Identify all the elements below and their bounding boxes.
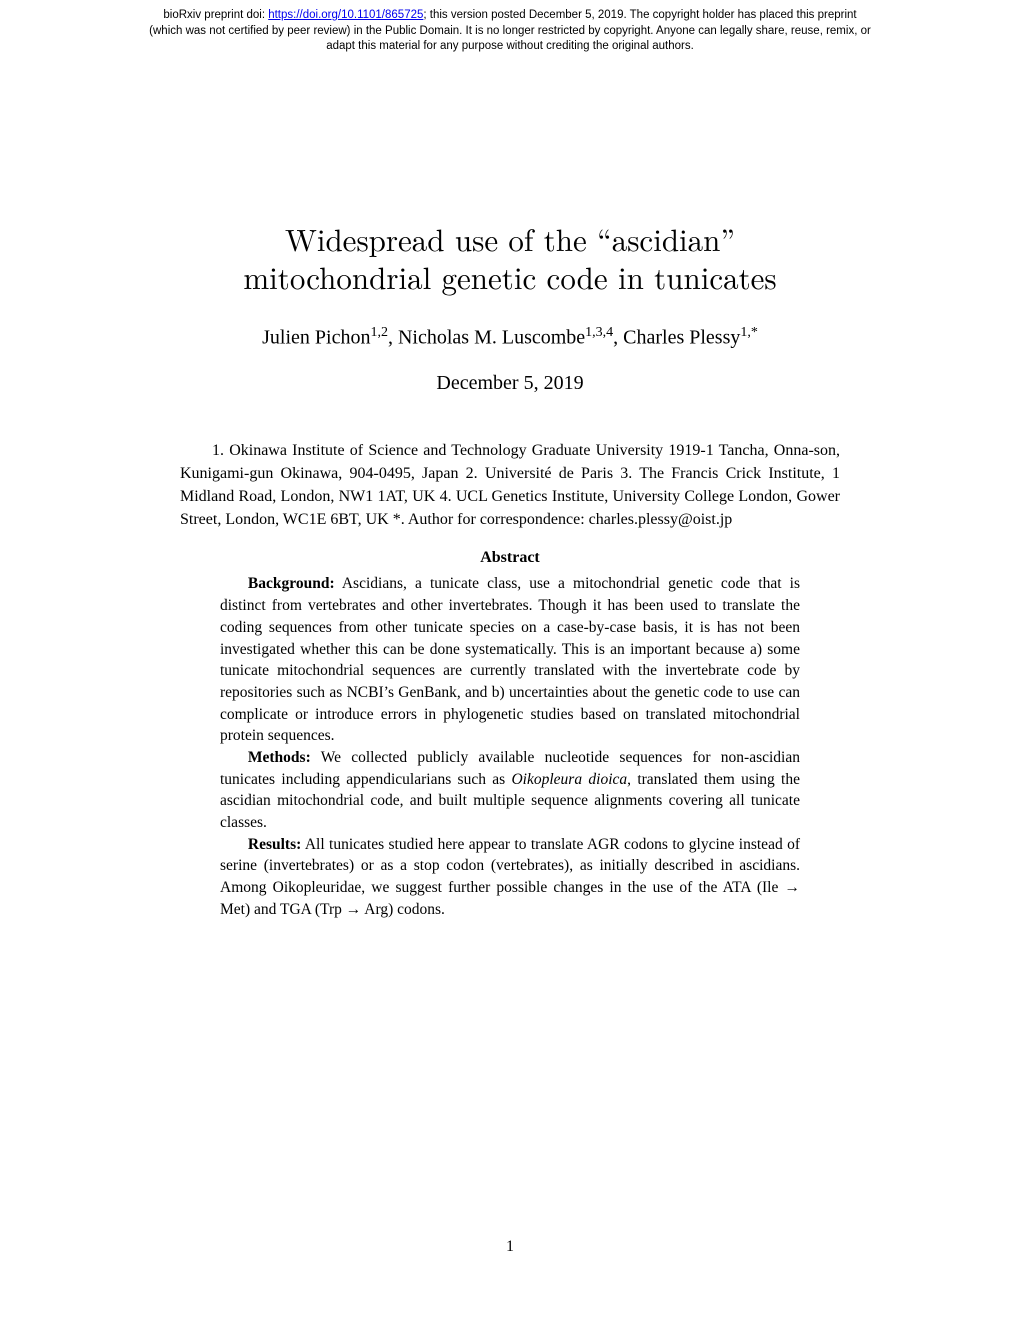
results-text-c: Arg) codons. (361, 901, 445, 918)
abstract-body: Background: Ascidians, a tunicate class,… (180, 573, 840, 920)
abstract-results: Results: All tunicates studied here appe… (220, 834, 800, 921)
title-line1: Widespread use of the “ascidian” (285, 216, 735, 260)
title-line2: mitochondrial genetic code in tunicates (243, 254, 776, 298)
background-label: Background: (248, 575, 335, 592)
preprint-banner: bioRxiv preprint doi: https://doi.org/10… (0, 0, 1020, 59)
arrow-icon: → (785, 879, 801, 896)
arrow-icon: → (346, 901, 362, 918)
methods-italic: Oikopleura dioica (511, 771, 627, 788)
doi-link[interactable]: https://doi.org/10.1101/865725 (268, 9, 423, 21)
banner-line2: (which was not certified by peer review)… (149, 25, 871, 37)
banner-prefix: bioRxiv preprint doi: (163, 9, 268, 21)
abstract-methods: Methods: We collected publicly available… (220, 747, 800, 834)
results-label: Results: (248, 836, 301, 853)
background-text: Ascidians, a tunicate class, use a mitoc… (220, 575, 800, 744)
abstract-heading: Abstract (180, 549, 840, 567)
paper-title: Widespread use of the “ascidian” mitocho… (180, 219, 840, 297)
abstract-background: Background: Ascidians, a tunicate class,… (220, 573, 800, 747)
paper-date: December 5, 2019 (180, 372, 840, 395)
banner-line1-suffix: ; this version posted December 5, 2019. … (423, 9, 856, 21)
affiliations: 1. Okinawa Institute of Science and Tech… (180, 439, 840, 532)
results-text-b: Met) and TGA (Trp (220, 901, 346, 918)
banner-line3: adapt this material for any purpose with… (326, 40, 694, 52)
page-content: Widespread use of the “ascidian” mitocho… (0, 59, 1020, 921)
authors-line: Julien Pichon1,2, Nicholas M. Luscombe1,… (180, 324, 840, 352)
page-number: 1 (0, 1238, 1020, 1256)
results-text-a: All tunicates studied here appear to tra… (220, 836, 800, 896)
methods-label: Methods: (248, 749, 311, 766)
